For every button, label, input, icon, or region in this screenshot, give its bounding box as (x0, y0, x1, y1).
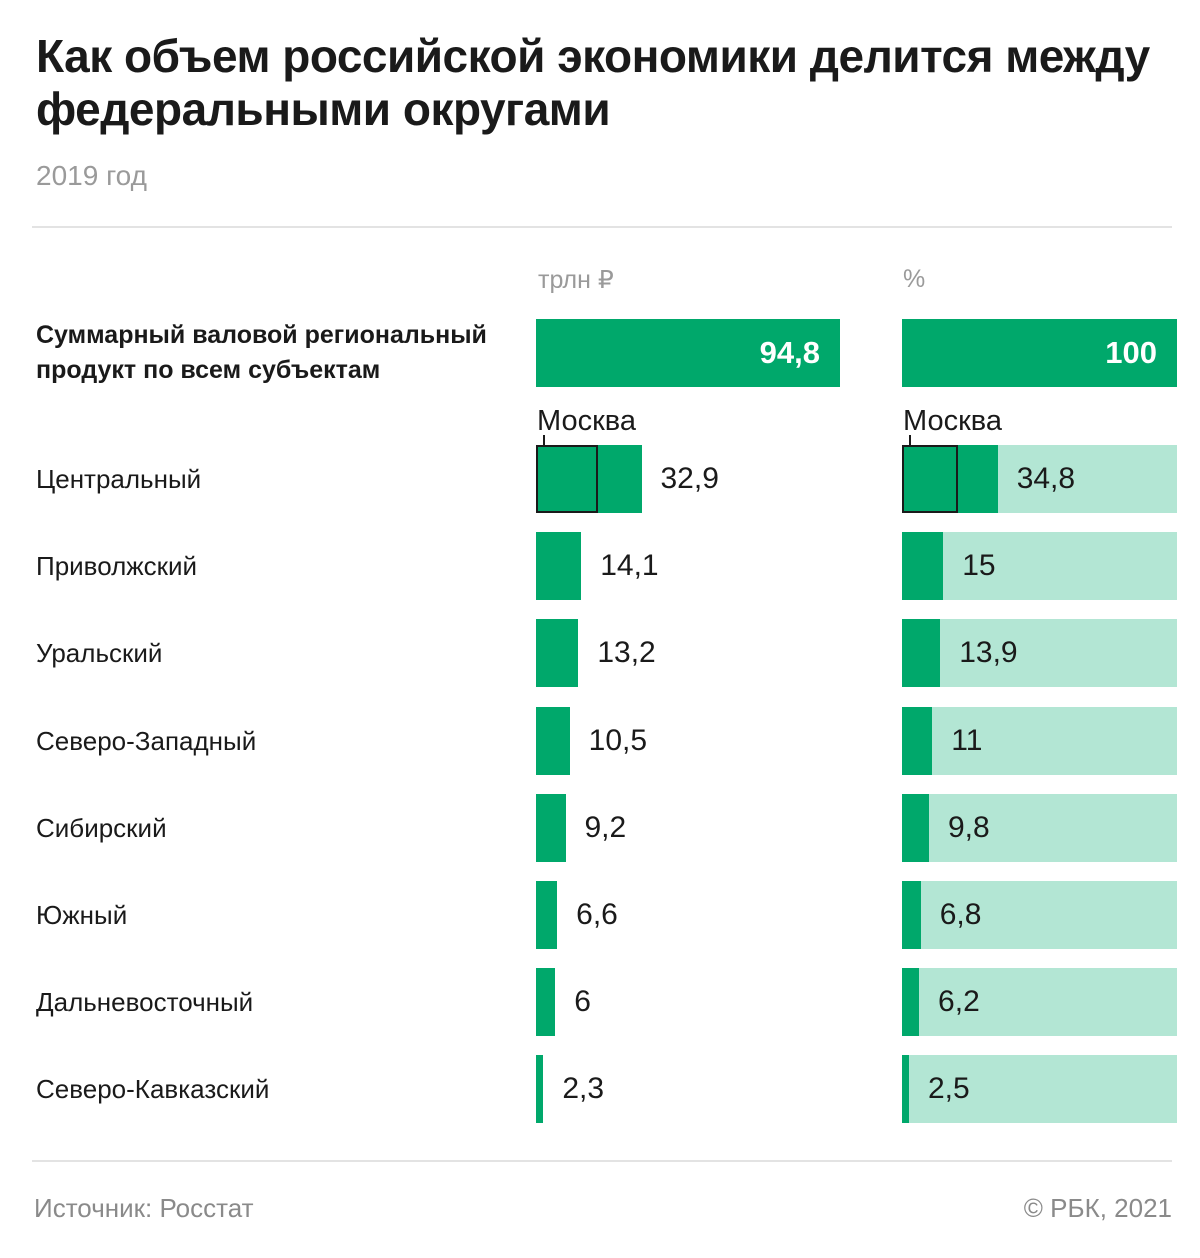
pct-bar (902, 881, 921, 949)
abs-value: 14,1 (600, 549, 659, 583)
pct-bar (902, 793, 929, 862)
pct-track (902, 793, 1177, 862)
pct-track (902, 1055, 1177, 1124)
abs-bar (536, 881, 558, 949)
total-pct-bar (902, 319, 1177, 387)
pct-value: 11 (951, 723, 983, 757)
chart-title: Как объем российской экономики делится м… (36, 30, 1150, 135)
pct-value: 34,8 (1016, 462, 1076, 495)
abs-value: 10,5 (588, 723, 648, 757)
abs-bar (536, 968, 556, 1037)
abs-value: 13,2 (597, 636, 656, 670)
pct-bar (902, 445, 998, 513)
abs-bar (536, 706, 570, 775)
region-label: Уральский (36, 638, 163, 669)
moscow-label-pct: Москва (903, 405, 1003, 437)
moscow-pct-tick (909, 435, 911, 447)
pct-bar (902, 532, 944, 601)
pct-track (902, 881, 1177, 949)
pct-value: 6,8 (939, 898, 982, 931)
total-label: Суммарный валовой региональный продукт п… (36, 321, 487, 384)
pct-track (902, 532, 1177, 601)
moscow-abs-marker (536, 445, 598, 513)
pct-track (902, 706, 1177, 775)
total-abs-value: 94,8 (759, 335, 820, 370)
pct-track (902, 968, 1177, 1037)
abs-column-header: трлн ₽ (538, 266, 614, 294)
region-label: Южный (36, 900, 128, 930)
region-label: Центральный (36, 464, 202, 494)
pct-value: 2,5 (928, 1072, 970, 1106)
moscow-label-abs: Москва (537, 405, 637, 437)
region-label: Северо-Западный (36, 725, 257, 756)
copyright-note: © РБК, 2021 (1023, 1193, 1172, 1223)
chart-subtitle: 2019 год (36, 160, 147, 191)
abs-value: 6,6 (576, 898, 618, 931)
abs-bar (536, 532, 582, 601)
pct-bar (902, 1055, 909, 1124)
pct-value: 6,2 (938, 985, 980, 1019)
abs-value: 6 (574, 985, 591, 1019)
pct-value: 13,9 (959, 636, 1018, 670)
moscow-abs-tick (543, 435, 545, 447)
pct-bar (902, 968, 920, 1037)
abs-value: 32,9 (660, 462, 719, 495)
region-label: Северо-Кавказский (36, 1074, 270, 1105)
pct-column-header: % (903, 265, 926, 293)
abs-bar (536, 793, 566, 862)
pct-value: 9,8 (947, 810, 990, 844)
pct-track (902, 619, 1177, 688)
pct-bar (902, 706, 933, 775)
moscow-pct-marker (902, 445, 959, 513)
abs-value: 2,3 (562, 1072, 605, 1106)
abs-bar (536, 1055, 544, 1124)
pct-value: 15 (962, 549, 996, 583)
total-abs-bar (536, 319, 840, 387)
total-pct-value: 100 (1105, 335, 1157, 370)
top-divider (32, 226, 1172, 228)
region-label: Приволжский (36, 551, 198, 582)
region-label: Сибирский (36, 812, 167, 843)
region-label: Дальневосточный (36, 987, 254, 1018)
pct-bar (902, 619, 941, 688)
abs-bar (536, 619, 579, 688)
abs-value: 9,2 (584, 810, 627, 844)
bottom-divider (32, 1160, 1172, 1162)
abs-bar (536, 445, 642, 513)
source-note: Источник: Росстат (34, 1193, 254, 1223)
